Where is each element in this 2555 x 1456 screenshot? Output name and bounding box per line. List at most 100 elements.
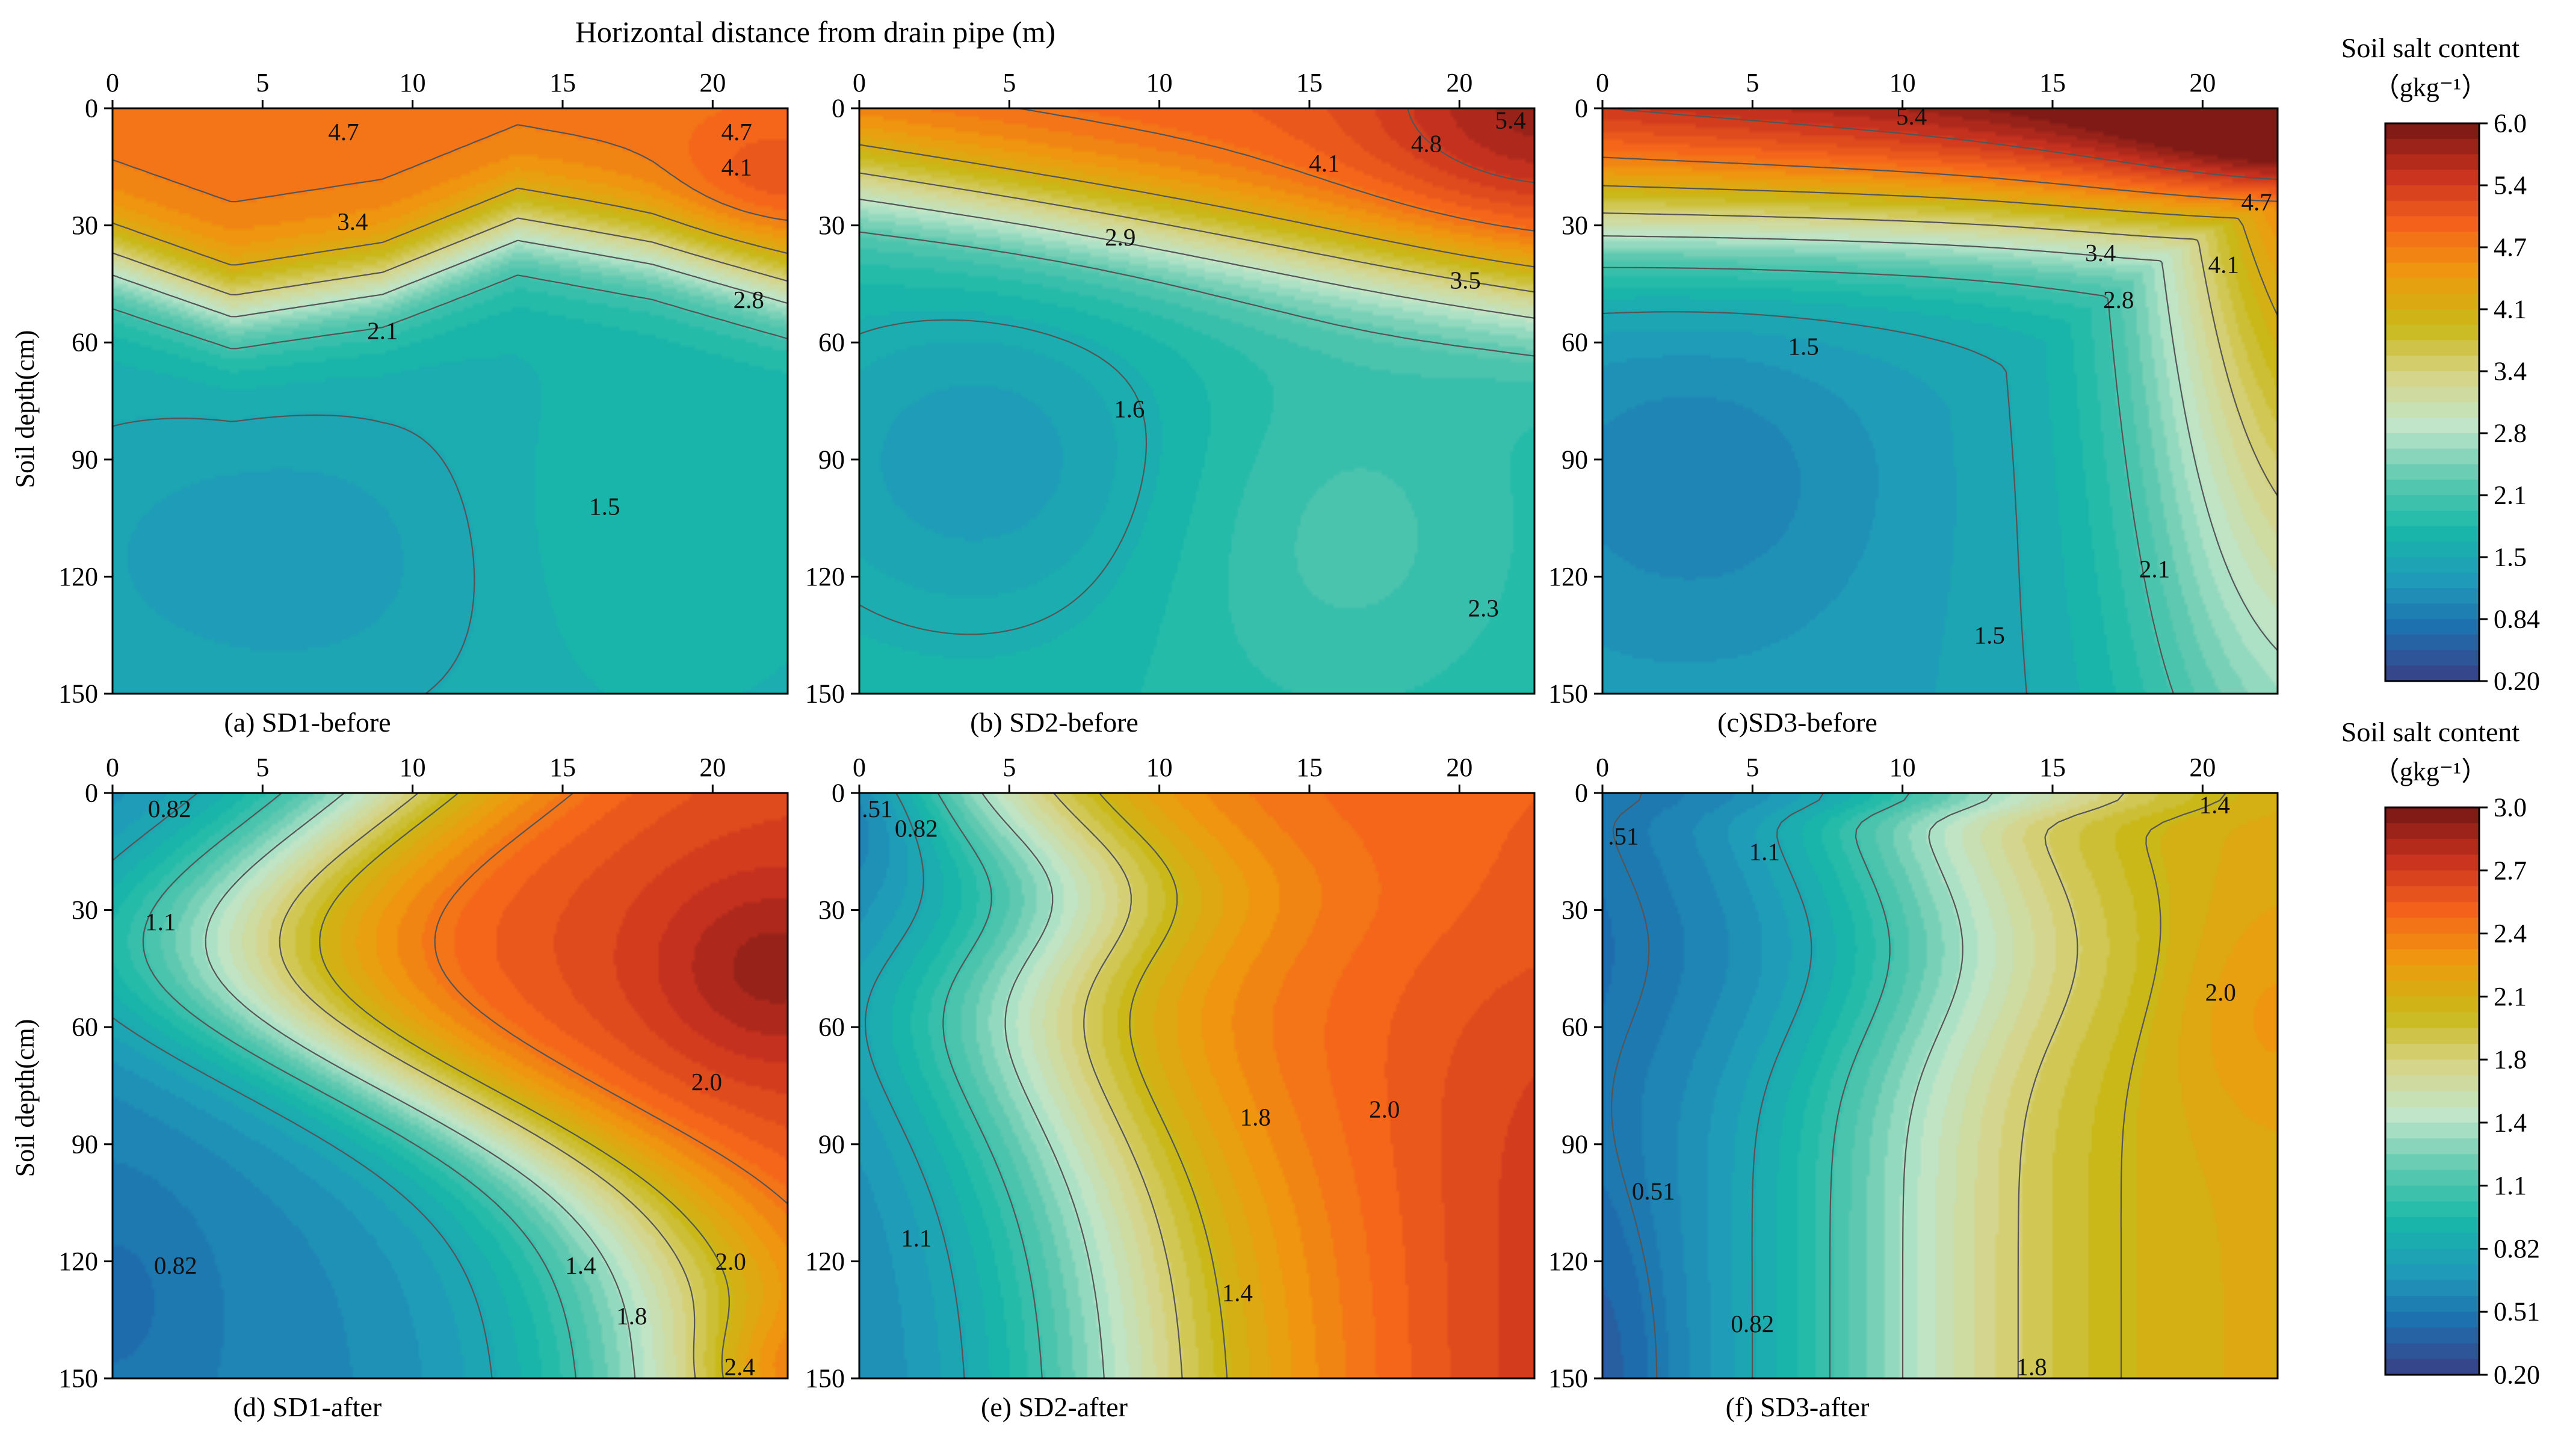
contour-label: 1.4 xyxy=(565,1251,596,1279)
colorbar-band xyxy=(2385,1280,2479,1297)
panel-d: 0.82 1.1 2.0 0.82 1.4 2.0 1.8 2.4 0 5 10 15 20 0 30 60 9… xyxy=(58,753,789,1422)
colorbar-tick-label: 3.4 xyxy=(2494,357,2527,386)
colorbar-band xyxy=(2385,386,2479,403)
x-tick-label: 10 xyxy=(1889,68,1916,97)
colorbar-tick-label: 4.1 xyxy=(2494,295,2527,324)
colorbar-band xyxy=(2385,1327,2479,1344)
colorbar-tick-label: 1.5 xyxy=(2494,543,2527,572)
contour-label: 4.7 xyxy=(328,118,359,146)
colorbar-band xyxy=(2385,603,2479,620)
colorbar-tick-label: 1.1 xyxy=(2494,1171,2527,1200)
colorbar-band xyxy=(2385,1138,2479,1155)
panel-frame xyxy=(858,792,1536,1380)
contour-label: 2.8 xyxy=(734,286,764,313)
colorbars: 6.0 5.4 4.7 4.1 3.4 2.8 2.1 1.5 0.84 0.20 Soil sal… xyxy=(2341,32,2540,1390)
y-tick-label: 90 xyxy=(818,1129,845,1159)
heatmap-image xyxy=(113,108,788,694)
colorbar-tick-label: 4.7 xyxy=(2494,233,2527,262)
colorbar-band xyxy=(2385,309,2479,325)
y-tick-label: 120 xyxy=(805,1247,845,1276)
colorbar-tick-label: 6.0 xyxy=(2494,109,2527,138)
colorbar-2: 3.0 2.7 2.4 2.1 1.8 1.4 1.1 0.82 0.51 0.20 Soil sa… xyxy=(2341,717,2540,1390)
colorbar-band xyxy=(2385,902,2479,919)
contour-label: 1.5 xyxy=(1788,333,1818,360)
contour-label: 5.4 xyxy=(1495,106,1525,134)
colorbar-band xyxy=(2385,981,2479,998)
colorbar-unit: （gkg⁻¹） xyxy=(2373,73,2488,102)
colorbar-band xyxy=(2385,526,2479,543)
contour-label: .51 xyxy=(862,795,892,822)
colorbar-tick-label: 0.51 xyxy=(2494,1297,2540,1327)
colorbar-band xyxy=(2385,464,2479,481)
x-tick-label: 0 xyxy=(853,753,866,782)
x-tick-label: 5 xyxy=(1003,753,1016,782)
panels: 4.7 4.7 4.1 3.4 2.8 2.1 1.5 0 5 10 15 20 0 30 60 90 120 1… xyxy=(58,68,2279,1422)
colorbar-tick-label: 0.82 xyxy=(2494,1234,2540,1263)
colorbar-band xyxy=(2385,510,2479,527)
x-tick-label: 15 xyxy=(2039,753,2066,782)
contour-label: 1.8 xyxy=(2016,1353,2047,1381)
contour-label: 1.6 xyxy=(1114,395,1145,423)
colorbar-tick-label: 2.1 xyxy=(2494,982,2527,1011)
colorbar-band xyxy=(2385,619,2479,635)
heatmap-image xyxy=(859,108,1534,694)
y-tick-label: 150 xyxy=(805,679,845,709)
colorbar-band xyxy=(2385,949,2479,966)
x-tick-label: 15 xyxy=(1296,753,1323,782)
contour-label: 4.1 xyxy=(721,153,752,180)
colorbar-band xyxy=(2385,247,2479,264)
y-tick-label: 0 xyxy=(832,94,845,123)
colorbar-band xyxy=(2385,1185,2479,1202)
panel-a: 4.7 4.7 4.1 3.4 2.8 2.1 1.5 0 5 10 15 20 0 30 60 90 120 1… xyxy=(58,68,789,738)
heatmap-image xyxy=(859,793,1534,1378)
contour-label: 3.4 xyxy=(2085,239,2116,267)
colorbar-band xyxy=(2385,1201,2479,1218)
y-tick-label: 0 xyxy=(832,779,845,808)
y-tick-label: 60 xyxy=(72,328,98,357)
x-tick-label: 10 xyxy=(1146,68,1173,97)
colorbar-unit: （gkg⁻¹） xyxy=(2373,757,2488,786)
y-tick-label: 90 xyxy=(818,445,845,474)
contour-label: 2.4 xyxy=(724,1353,755,1381)
colorbar-title: Soil salt content xyxy=(2341,717,2520,747)
panel-title: (d) SD1-after xyxy=(233,1392,382,1422)
y-tick-label: 60 xyxy=(818,328,845,357)
contour-label: 2.0 xyxy=(1369,1095,1400,1123)
y-tick-label: 150 xyxy=(58,1364,98,1393)
colorbar-band xyxy=(2385,665,2479,682)
x-tick-label: 5 xyxy=(1003,68,1016,97)
contour-lines xyxy=(859,108,1534,635)
colorbar-band xyxy=(2385,480,2479,496)
contour-label: 2.3 xyxy=(1468,594,1499,622)
panel-e: .510.82 1.8 2.0 1.1 1.4 0 5 10 15 20 0 30 60 90 120 150… xyxy=(805,753,1536,1422)
colorbar-band xyxy=(2385,1154,2479,1171)
contour-label: 2.0 xyxy=(691,1068,722,1096)
colorbar-band xyxy=(2385,572,2479,589)
colorbar-band xyxy=(2385,1060,2479,1076)
colorbar-tick-label: 5.4 xyxy=(2494,171,2527,200)
colorbar-band xyxy=(2385,634,2479,651)
y-tick-label: 60 xyxy=(1562,1013,1588,1042)
y-tick-label: 120 xyxy=(805,562,845,591)
x-tick-label: 10 xyxy=(400,753,426,782)
colorbar-tick-label: 1.8 xyxy=(2494,1045,2527,1075)
panel-f: .51 1.4 1.1 2.0 0.51 0.82 1.8 0 5 10 15 20 0 30 60 90 12… xyxy=(1548,753,2279,1422)
x-tick-label: 0 xyxy=(1596,753,1609,782)
x-tick-label: 15 xyxy=(549,68,576,97)
contour-lines xyxy=(113,124,788,694)
colorbar-band xyxy=(2385,1075,2479,1092)
colorbar-band xyxy=(2385,324,2479,341)
y-tick-label: 120 xyxy=(58,562,98,591)
colorbar-band xyxy=(2385,1296,2479,1313)
colorbar-band xyxy=(2385,964,2479,981)
y-tick-label: 60 xyxy=(818,1013,845,1042)
y-tick-label: 120 xyxy=(1548,1247,1588,1276)
panel-title: (c)SD3-before xyxy=(1717,707,1877,738)
colorbar-tick-label: 0.84 xyxy=(2494,605,2540,634)
colorbar-band xyxy=(2385,1312,2479,1328)
x-tick-label: 20 xyxy=(2189,753,2216,782)
contour-label: 2.9 xyxy=(1105,223,1135,251)
colorbar-band xyxy=(2385,650,2479,667)
contour-label: 3.4 xyxy=(337,208,368,235)
contour-label: 4.1 xyxy=(2208,251,2239,279)
